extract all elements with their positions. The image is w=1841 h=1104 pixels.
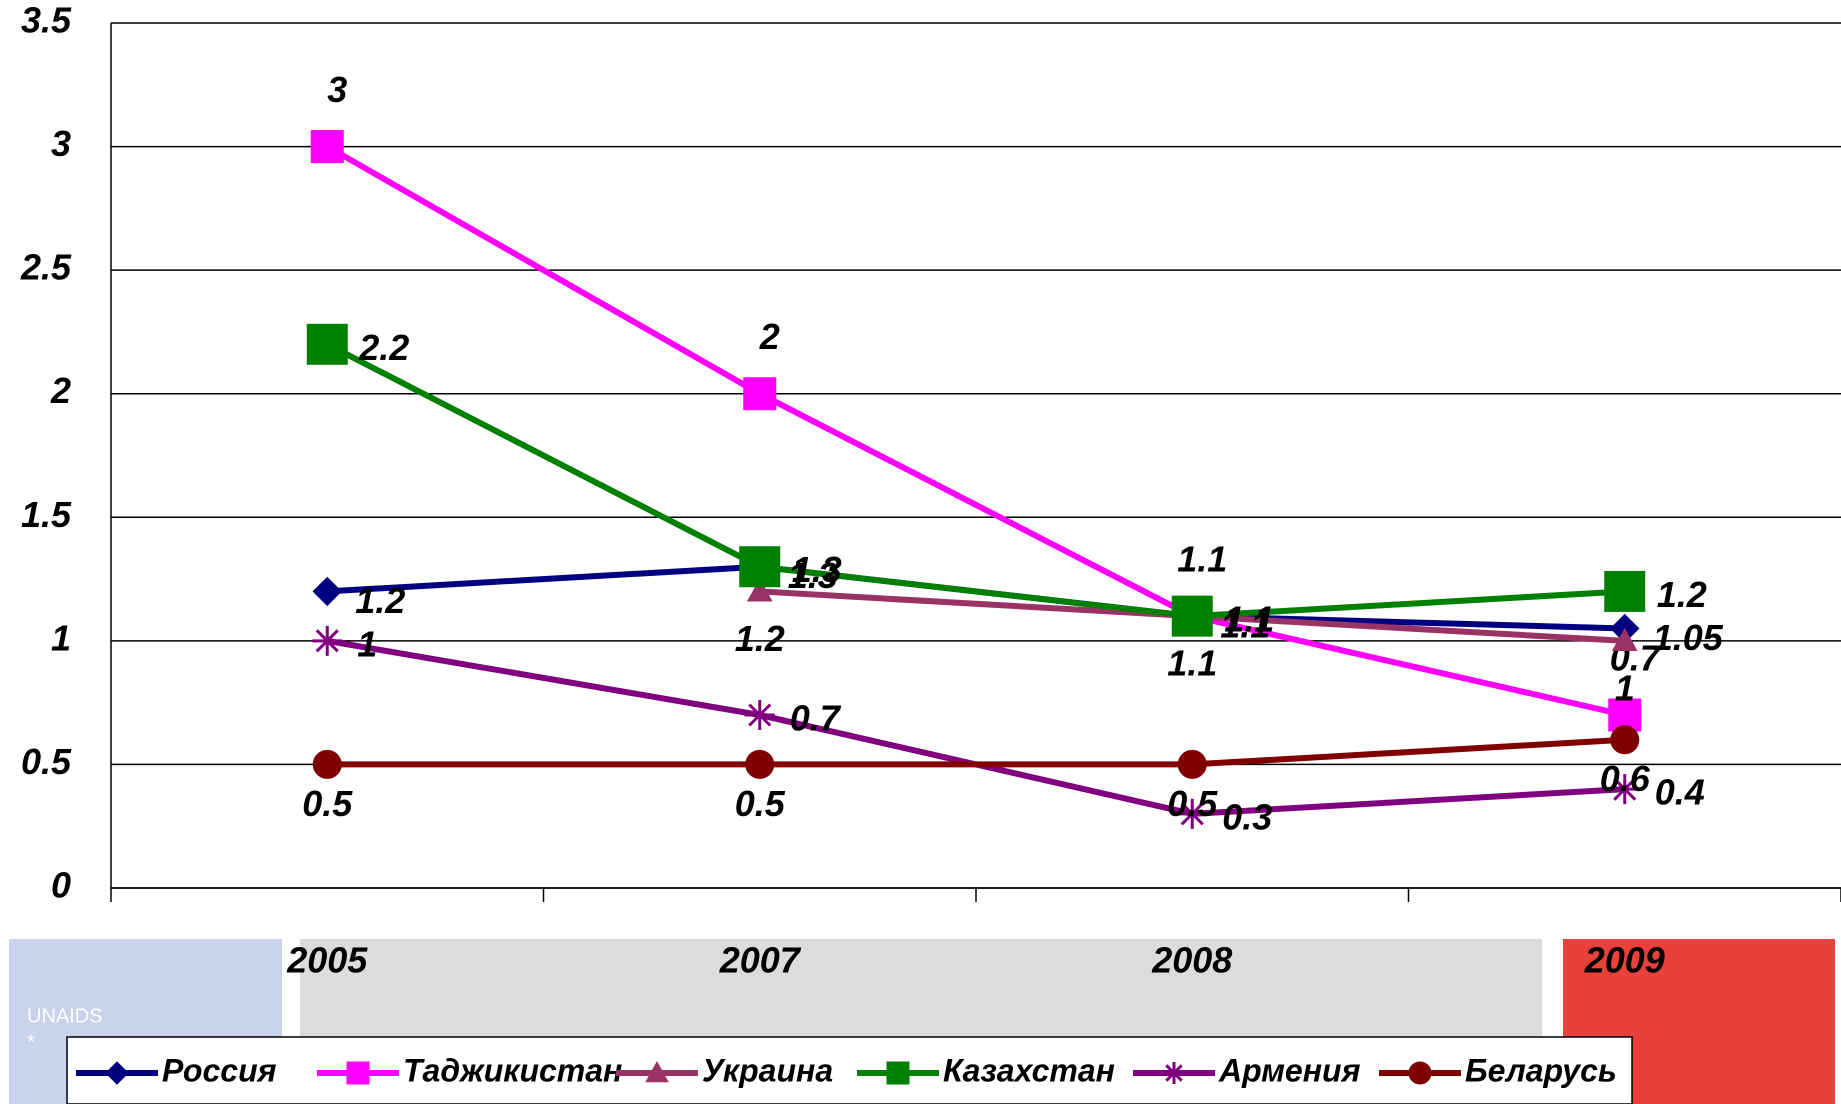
data-label: 1 — [1615, 667, 1635, 708]
legend-marker — [645, 1060, 669, 1083]
data-label: 1.2 — [1657, 574, 1707, 615]
series-line — [327, 563, 1625, 632]
y-tick-label: 2.5 — [20, 247, 72, 288]
series-line — [327, 736, 1625, 768]
marker — [1611, 627, 1638, 651]
data-label: 0.3 — [1222, 796, 1272, 837]
data-label: 1.2 — [355, 580, 405, 621]
data-label: 1.1 — [1177, 539, 1227, 580]
y-tick-label: 0 — [51, 865, 71, 906]
data-label: 1.05 — [1653, 617, 1724, 658]
marker — [310, 130, 344, 164]
marker — [312, 576, 342, 607]
legend-marker — [105, 1061, 129, 1085]
legend-label: Казахстан — [943, 1052, 1115, 1088]
marker — [1604, 570, 1646, 612]
series-line — [325, 143, 1626, 718]
x-tick-label: 2007 — [719, 940, 802, 981]
data-label: 2 — [759, 316, 780, 357]
marker — [1177, 749, 1207, 779]
marker — [743, 377, 777, 411]
data-label: 2.2 — [358, 327, 409, 368]
legend-marker — [886, 1061, 910, 1085]
y-tick-label: 3.5 — [21, 0, 72, 41]
data-label: 0.6 — [1600, 758, 1651, 799]
legend-label: Армения — [1218, 1052, 1361, 1088]
marker — [745, 749, 775, 779]
legend-marker — [1408, 1061, 1432, 1085]
marker — [1171, 595, 1213, 637]
y-tick-label: 3 — [51, 123, 71, 164]
x-tick-label: 2008 — [1151, 940, 1232, 981]
data-label: 0.7 — [790, 698, 842, 739]
data-label: 0.5 — [1167, 783, 1218, 824]
marker — [1610, 725, 1640, 755]
legend-marker — [1163, 1062, 1185, 1084]
data-label: 1.2 — [735, 618, 785, 659]
marker — [1609, 774, 1640, 805]
y-tick-label: 1.5 — [21, 494, 72, 535]
data-label: 1 — [357, 623, 377, 664]
footnote-mark: * — [27, 1031, 35, 1053]
marker — [312, 749, 342, 779]
marker — [1177, 798, 1208, 829]
y-tick-label: 1 — [51, 617, 71, 658]
source-note: UNAIDS — [27, 1005, 103, 1027]
y-tick-label: 2 — [50, 370, 71, 411]
marker — [746, 578, 773, 602]
legend-label: Таджикистан — [403, 1052, 622, 1088]
data-label: 1.3 — [788, 555, 838, 596]
legend-label: Украина — [702, 1052, 833, 1088]
legend-label: Россия — [162, 1052, 277, 1088]
legend-marker — [346, 1061, 370, 1085]
data-label: 3 — [327, 69, 347, 110]
data-label: 1.3 — [792, 549, 842, 590]
legend-label: Беларусь — [1465, 1052, 1617, 1088]
series-line — [325, 341, 1625, 620]
data-label: 0.5 — [302, 783, 353, 824]
marker — [306, 323, 348, 365]
marker — [744, 700, 775, 730]
series-line — [326, 637, 1625, 817]
marker — [312, 625, 343, 656]
x-tick-label: 2009 — [1584, 940, 1665, 981]
y-tick-label: 0.5 — [21, 741, 72, 782]
data-label: 1.1 — [1220, 605, 1270, 646]
data-label: 0.4 — [1655, 772, 1705, 813]
x-tick-label: 2005 — [286, 940, 368, 981]
marker — [739, 546, 781, 588]
data-label: 1.1 — [1167, 643, 1217, 684]
data-label: 0.5 — [735, 783, 786, 824]
data-label: 1.1 — [1224, 599, 1274, 640]
